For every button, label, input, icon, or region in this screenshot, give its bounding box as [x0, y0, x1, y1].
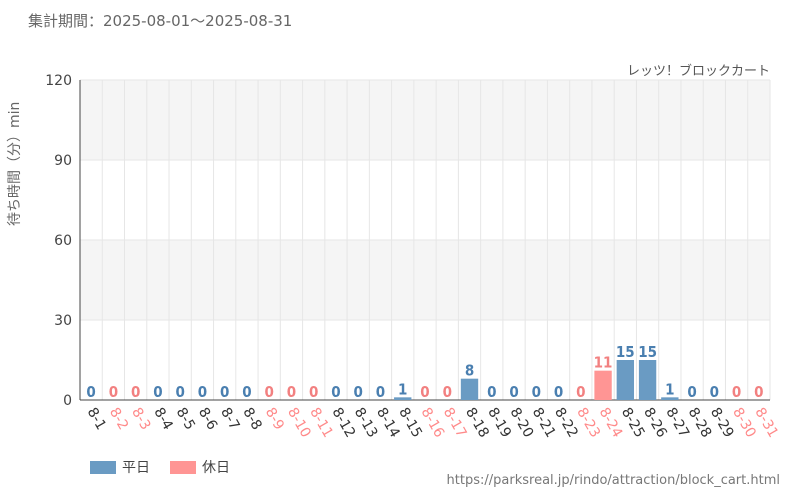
value-label: 0 [153, 383, 162, 401]
bar [638, 360, 657, 400]
value-label: 0 [554, 383, 563, 401]
value-label: 0 [710, 383, 719, 401]
x-tick-label: 8-3 [128, 405, 153, 433]
legend: 平日 休日 [90, 457, 230, 477]
value-label: 0 [732, 383, 741, 401]
bar [594, 370, 612, 400]
legend-weekday-label: 平日 [122, 460, 150, 476]
value-label: 15 [616, 343, 635, 361]
value-label: 0 [443, 383, 452, 401]
x-tick-label: 8-31 [751, 405, 781, 441]
value-label: 1 [665, 380, 674, 398]
value-label: 0 [754, 383, 763, 401]
x-tick-label: 8-5 [173, 405, 198, 433]
legend-holiday-swatch [170, 460, 196, 474]
value-label: 0 [287, 383, 296, 401]
y-tick-label: 0 [63, 393, 72, 409]
value-label: 0 [175, 383, 184, 401]
x-tick-label: 8-8 [239, 405, 264, 433]
x-tick-label: 8-2 [106, 405, 131, 433]
attraction-name: レッツ！ブロックカート [626, 64, 770, 79]
value-label: 1 [398, 380, 407, 398]
bar [661, 397, 679, 400]
value-label: 0 [86, 383, 95, 401]
value-label: 0 [487, 383, 496, 401]
value-label: 15 [638, 343, 657, 361]
x-tick-label: 8-6 [195, 405, 220, 433]
period-title: 集計期間：2025-08-01～2025-08-31 [28, 12, 293, 30]
value-label: 11 [594, 354, 613, 372]
value-label: 0 [242, 383, 251, 401]
value-label: 8 [465, 362, 474, 380]
y-tick-label: 120 [45, 73, 72, 89]
value-label: 0 [264, 383, 273, 401]
x-tick-label: 8-4 [150, 405, 175, 433]
grid-band [80, 80, 770, 160]
legend-holiday-label: 休日 [202, 460, 230, 476]
value-label: 0 [198, 383, 207, 401]
value-label: 0 [109, 383, 118, 401]
source-url: https://parksreal.jp/rindo/attraction/bl… [446, 473, 780, 488]
value-label: 0 [309, 383, 318, 401]
value-label: 0 [687, 383, 696, 401]
y-tick-label: 90 [54, 153, 72, 169]
legend-weekday-swatch [90, 460, 116, 474]
legend-weekday: 平日 [90, 457, 150, 477]
legend-holiday: 休日 [170, 457, 230, 477]
grid-band [80, 160, 770, 240]
value-label: 0 [532, 383, 541, 401]
value-label: 0 [420, 383, 429, 401]
y-tick-label: 30 [54, 313, 72, 329]
value-label: 0 [220, 383, 229, 401]
x-tick-label: 8-1 [84, 405, 109, 433]
y-tick-label: 60 [54, 233, 72, 249]
value-label: 0 [576, 383, 585, 401]
x-tick-label: 8-7 [217, 405, 242, 433]
bar [394, 397, 412, 400]
value-label: 0 [354, 383, 363, 401]
value-label: 0 [131, 383, 140, 401]
bar [616, 360, 635, 400]
x-tick-label: 8-9 [262, 405, 287, 433]
value-label: 0 [509, 383, 518, 401]
grid-band [80, 240, 770, 320]
bar [460, 378, 479, 400]
value-label: 0 [376, 383, 385, 401]
value-label: 0 [331, 383, 340, 401]
